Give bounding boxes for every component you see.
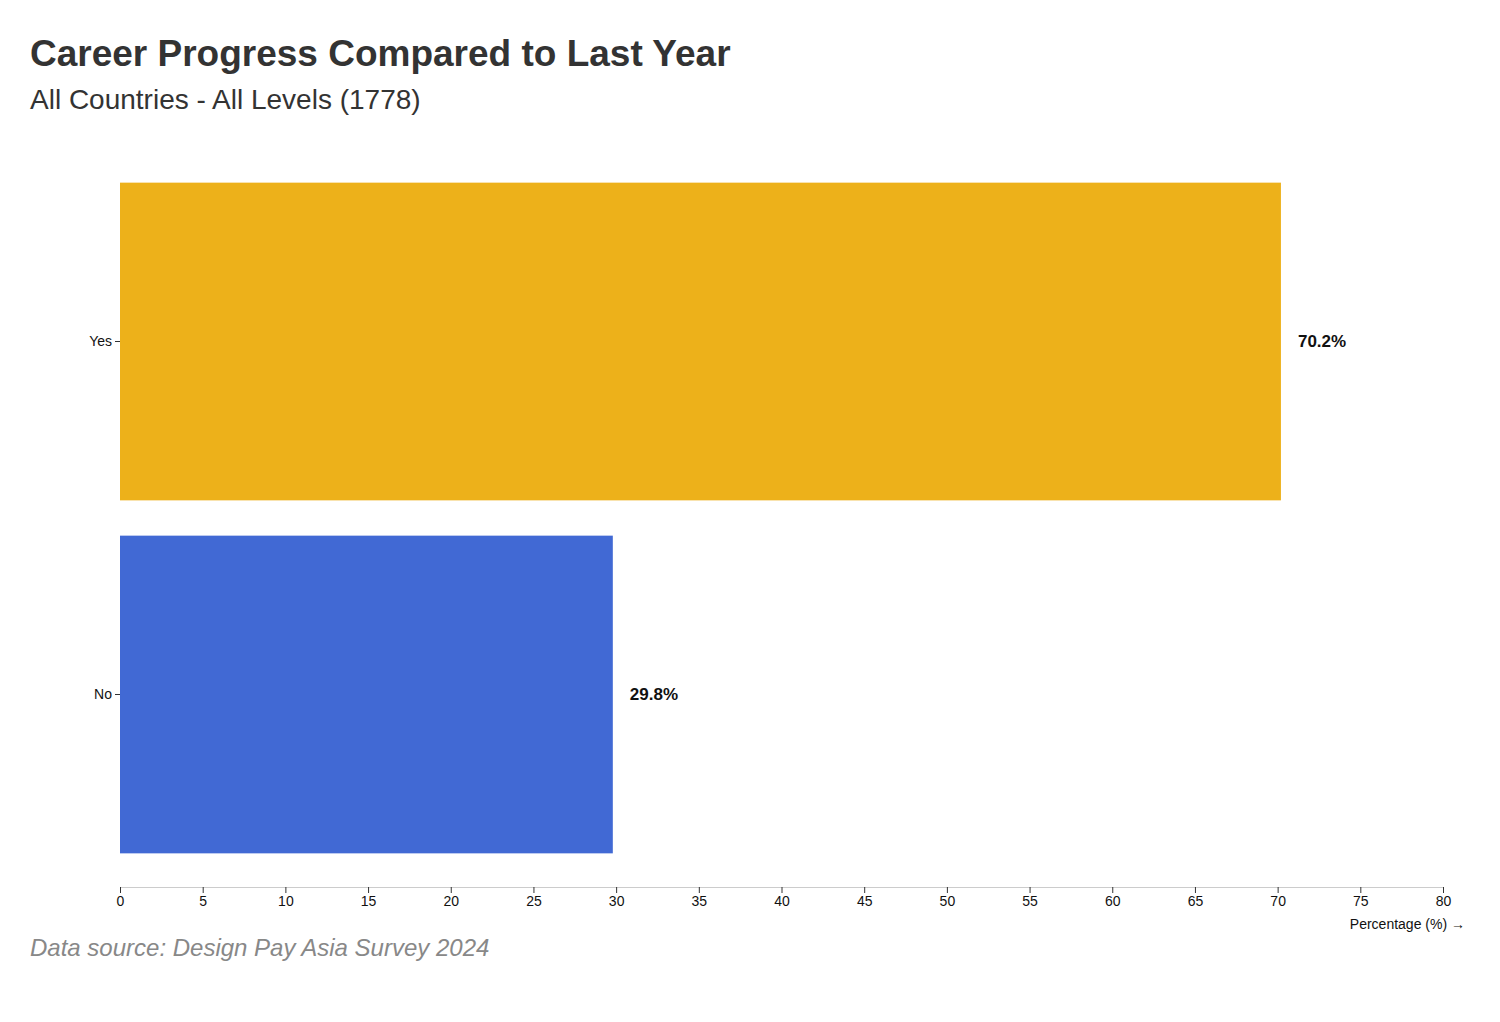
tick-label: 25 [526, 893, 542, 909]
tick-label: 45 [857, 893, 873, 909]
tick: 35 [692, 887, 708, 909]
source: Data source: Design Pay Asia Survey 2024 [30, 934, 489, 961]
tick-label: 40 [774, 893, 790, 909]
data-labels: 70.2% 29.8% [630, 332, 1346, 704]
tick: 10 [278, 887, 294, 909]
tick-label: 35 [692, 893, 708, 909]
tick-label: 75 [1353, 893, 1369, 909]
tick: 65 [1188, 887, 1204, 909]
tick-label: 10 [278, 893, 294, 909]
tick: No [94, 686, 120, 702]
tick: 75 [1353, 887, 1369, 909]
x-axis: 0 5 10 15 20 25 30 35 40 45 50 55 60 65 70 75 80 [117, 887, 1452, 909]
tick-mark [115, 694, 120, 695]
tick-label: 30 [609, 893, 625, 909]
tick: 30 [609, 887, 625, 909]
tick-label: Yes [89, 333, 112, 349]
tick-label: 0 [117, 893, 125, 909]
tick: 0 [117, 887, 125, 909]
tick-label: 60 [1105, 893, 1121, 909]
tick: 20 [443, 887, 459, 909]
tick-label: 70 [1270, 893, 1286, 909]
tick: 60 [1105, 887, 1121, 909]
tick-mark [115, 341, 120, 342]
tick: 15 [361, 887, 377, 909]
y-axis: Yes No [89, 333, 120, 702]
tick-label: 15 [361, 893, 377, 909]
tick-label: 20 [443, 893, 459, 909]
subtitle: All Countries - All Levels (1778) [30, 84, 421, 115]
tick-label: 65 [1188, 893, 1204, 909]
chart: Career Progress Compared to Last Year All… [0, 0, 1500, 1022]
data-label: 29.8% [630, 685, 678, 704]
tick: 80 [1436, 887, 1452, 909]
tick-label: 55 [1022, 893, 1038, 909]
tick-label: 5 [199, 893, 207, 909]
x-axis-title: Percentage (%) → [1350, 916, 1465, 932]
tick: 50 [940, 887, 956, 909]
data-label: 70.2% [1298, 332, 1346, 351]
bar [120, 536, 613, 854]
tick-label: No [94, 686, 112, 702]
title: Career Progress Compared to Last Year [30, 33, 731, 74]
tick-label: 50 [940, 893, 956, 909]
tick: 70 [1270, 887, 1286, 909]
tick: 55 [1022, 887, 1038, 909]
bar [120, 183, 1281, 501]
tick: 5 [199, 887, 207, 909]
tick: Yes [89, 333, 120, 349]
tick: 40 [774, 887, 790, 909]
tick-label: 80 [1436, 893, 1452, 909]
tick: 25 [526, 887, 542, 909]
tick: 45 [857, 887, 873, 909]
bars [120, 183, 1281, 854]
